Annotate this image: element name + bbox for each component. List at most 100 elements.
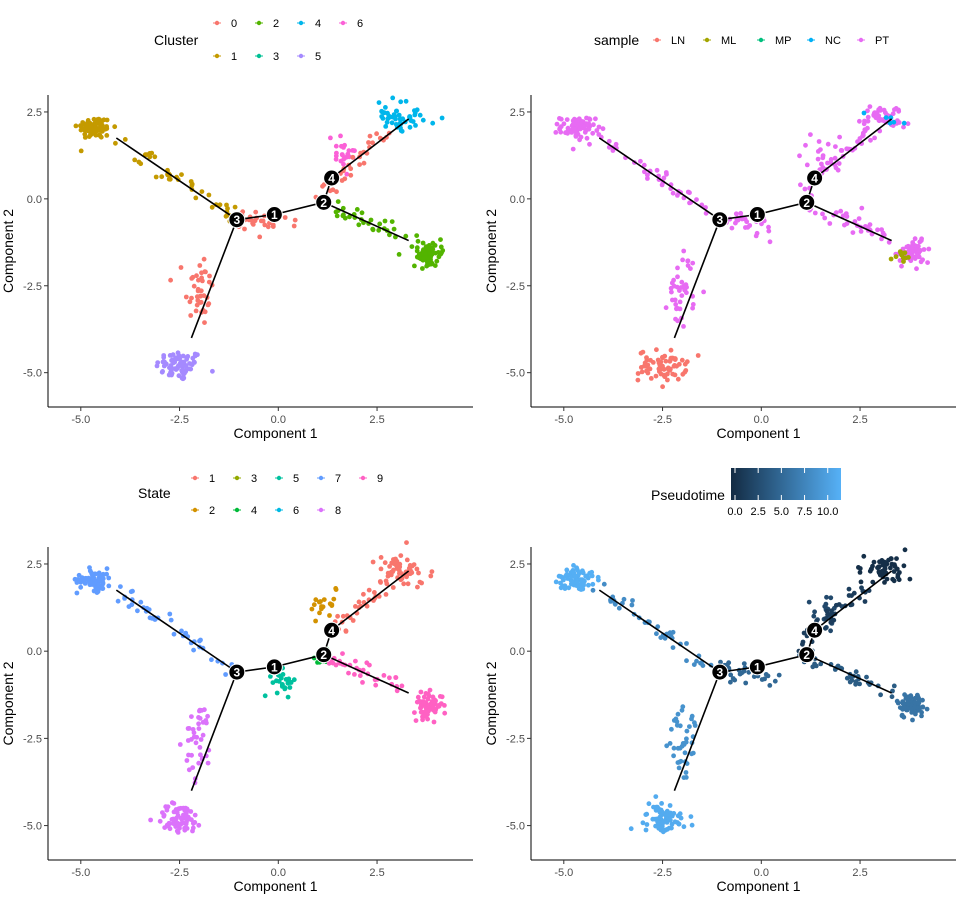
data-point xyxy=(161,353,167,358)
legend-key-0 xyxy=(214,20,220,26)
branch-node-circle xyxy=(323,621,341,639)
data-point xyxy=(423,250,428,256)
data-point xyxy=(207,273,212,279)
tree-edge xyxy=(806,201,892,242)
data-point xyxy=(197,263,203,268)
data-point xyxy=(827,221,833,226)
data-point xyxy=(901,124,906,130)
data-point xyxy=(892,107,897,112)
branch-node-1: 1 xyxy=(748,206,766,223)
data-point xyxy=(415,238,421,244)
data-point xyxy=(178,265,184,270)
data-point xyxy=(274,678,279,684)
data-point xyxy=(888,556,894,561)
data-point xyxy=(86,134,92,140)
branch-node-3: 3 xyxy=(711,663,729,681)
data-point xyxy=(857,570,863,575)
data-point xyxy=(690,750,696,756)
data-point xyxy=(350,618,356,623)
data-point xyxy=(558,124,564,129)
data-point xyxy=(642,169,647,175)
data-point xyxy=(674,284,680,290)
data-point xyxy=(277,673,283,679)
data-point xyxy=(816,139,822,144)
data-point xyxy=(205,713,211,719)
data-point xyxy=(664,743,670,749)
data-point xyxy=(766,228,772,234)
panel-cluster: Cluster 0 1 2 3 4 5 6 1 2 3 4 -5.0 -2.5 0.0 2.5 -5.0 -2.5… xyxy=(0,18,473,441)
data-point xyxy=(426,708,431,714)
data-point xyxy=(655,357,661,363)
data-point xyxy=(553,130,559,135)
data-point xyxy=(926,246,932,252)
data-point xyxy=(891,119,897,125)
points xyxy=(73,95,446,382)
x-tick-label: 2.5 xyxy=(852,414,867,426)
data-point xyxy=(766,224,771,230)
data-point xyxy=(660,384,665,390)
data-point xyxy=(802,186,808,192)
data-point xyxy=(401,581,407,587)
data-point xyxy=(205,760,211,766)
data-point xyxy=(430,704,436,710)
data-point xyxy=(900,250,906,256)
data-point xyxy=(393,675,399,680)
data-point xyxy=(767,683,773,688)
tree-edge xyxy=(806,653,892,694)
data-point xyxy=(335,199,341,205)
data-point xyxy=(825,141,831,147)
branch-node-circle xyxy=(323,169,341,187)
x-tick-label: 2.5 xyxy=(369,867,384,879)
data-point xyxy=(759,677,765,682)
data-point xyxy=(180,359,186,365)
y-tick-label: -2.5 xyxy=(506,281,525,293)
data-point xyxy=(924,706,930,712)
data-point xyxy=(664,171,669,177)
data-point xyxy=(225,206,230,211)
data-point xyxy=(192,360,197,365)
data-point xyxy=(733,211,739,217)
data-point xyxy=(390,585,396,590)
data-point xyxy=(669,289,674,295)
data-point xyxy=(132,157,138,163)
x-tick-label: 2.5 xyxy=(369,414,384,426)
branch-node-label: 4 xyxy=(328,172,335,186)
y-axis-title: Component 2 xyxy=(0,209,16,293)
data-point xyxy=(846,586,852,592)
data-point xyxy=(912,710,918,715)
data-point xyxy=(865,125,870,131)
data-point xyxy=(210,368,215,374)
data-point xyxy=(113,140,118,146)
legend-key-2 xyxy=(256,20,262,26)
y-tick-label: 2.5 xyxy=(510,559,525,571)
tree-edge xyxy=(323,201,409,242)
data-point xyxy=(905,244,911,250)
data-point xyxy=(908,706,914,711)
data-point xyxy=(112,124,118,130)
data-point xyxy=(343,628,349,634)
data-point xyxy=(100,571,106,577)
data-point xyxy=(206,192,212,198)
y-tick-label: -5.0 xyxy=(506,368,525,380)
data-point xyxy=(287,685,293,690)
branch-node-label: 4 xyxy=(811,624,818,638)
data-point xyxy=(574,117,579,123)
data-point xyxy=(398,553,404,558)
branch-node-label: 3 xyxy=(716,213,723,227)
data-point xyxy=(689,822,695,828)
data-point xyxy=(354,207,360,212)
data-point xyxy=(421,247,426,253)
data-point xyxy=(425,716,430,722)
data-point xyxy=(920,257,925,263)
data-point xyxy=(412,110,418,116)
data-point xyxy=(847,679,853,685)
data-point xyxy=(198,752,203,758)
data-point xyxy=(417,112,423,118)
data-point xyxy=(589,569,595,575)
data-point xyxy=(193,740,199,746)
data-point xyxy=(178,815,184,821)
data-point xyxy=(122,137,128,142)
data-point xyxy=(901,120,907,126)
data-point xyxy=(675,376,681,382)
data-point xyxy=(383,592,389,597)
